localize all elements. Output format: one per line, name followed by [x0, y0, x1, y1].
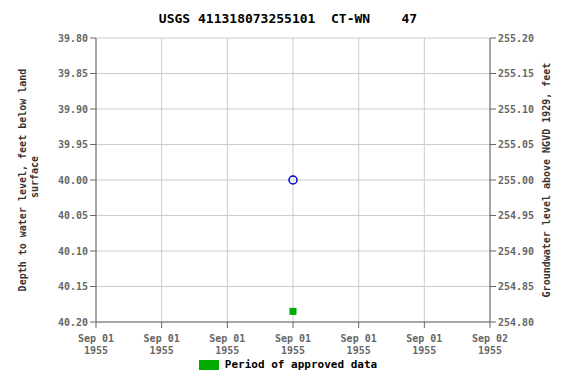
svg-text:39.80: 39.80: [58, 33, 88, 44]
svg-text:255.20: 255.20: [498, 33, 534, 44]
svg-text:Sep 011955: Sep 011955: [209, 333, 245, 356]
svg-text:39.90: 39.90: [58, 104, 88, 115]
svg-text:254.95: 254.95: [498, 210, 534, 221]
html-text:Period of approved data: Period of approved data: [224, 358, 378, 371]
svg-text:39.95: 39.95: [58, 139, 88, 150]
svg-text:40.00: 40.00: [58, 175, 88, 186]
svg-text:255.00: 255.00: [498, 175, 534, 186]
svg-text:254.80: 254.80: [498, 317, 534, 328]
svg-text:Sep 011955: Sep 011955: [341, 333, 377, 356]
svg-text:255.10: 255.10: [498, 104, 534, 115]
svg-text:Sep 011955: Sep 011955: [275, 333, 311, 356]
html-text:USGS 411318073255101 CT-WN 47: USGS 411318073255101 CT-WN 47: [158, 11, 418, 26]
svg-text:254.90: 254.90: [498, 246, 534, 257]
svg-text:Sep 011955: Sep 011955: [144, 333, 180, 356]
svg-text:40.20: 40.20: [58, 317, 88, 328]
svg-text:Sep 021955: Sep 021955: [472, 333, 508, 356]
svg-text:40.15: 40.15: [58, 281, 88, 292]
svg-text:39.85: 39.85: [58, 68, 88, 79]
svg-text:254.85: 254.85: [498, 281, 534, 292]
svg-text:255.05: 255.05: [498, 139, 534, 150]
svg-text:255.15: 255.15: [498, 68, 534, 79]
svg-text:Groundwater level above NGVD 1: Groundwater level above NGVD 1929, feet: [541, 63, 552, 298]
svg-text:40.05: 40.05: [58, 210, 88, 221]
svg-text:Sep 011955: Sep 011955: [78, 333, 114, 356]
svg-text:40.10: 40.10: [58, 246, 88, 257]
svg-text:Depth to water level, feet bel: Depth to water level, feet below land su…: [17, 69, 40, 292]
svg-text:Sep 011955: Sep 011955: [406, 333, 442, 356]
